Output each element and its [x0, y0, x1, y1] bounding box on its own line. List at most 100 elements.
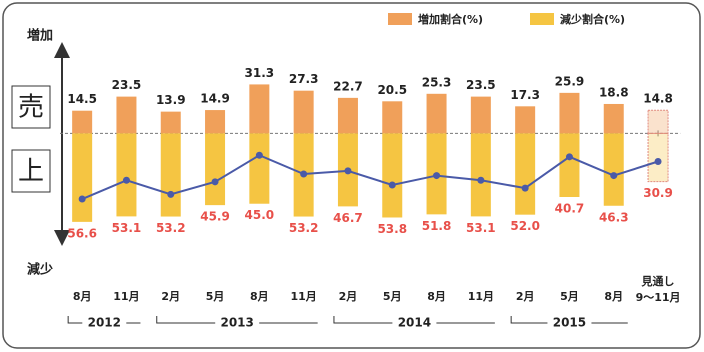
value-label: 27.3: [289, 72, 319, 86]
year-bracket: [510, 316, 628, 324]
bar: [249, 133, 270, 204]
line-point: [78, 195, 86, 203]
x-tick-label: 9～11月: [636, 291, 681, 304]
bar: [337, 97, 358, 134]
y-bottom-label: 減少: [27, 262, 53, 278]
x-tick-label: 11月: [113, 290, 139, 303]
value-label: 53.1: [112, 221, 142, 235]
line-point: [433, 172, 441, 180]
line-point: [344, 167, 352, 175]
bar: [382, 101, 403, 134]
line-point: [477, 176, 485, 184]
value-label: 31.3: [245, 66, 275, 80]
x-tick-label: 5月: [206, 290, 225, 303]
bar: [160, 133, 181, 217]
line-point: [122, 176, 130, 184]
value-label: 45.9: [200, 210, 230, 224]
bar: [647, 132, 669, 183]
bar: [205, 133, 226, 206]
value-label: 52.0: [510, 219, 540, 233]
bar: [382, 133, 403, 218]
year-bracket: [333, 316, 495, 324]
value-label: 53.8: [377, 222, 407, 236]
title-box: [11, 85, 51, 129]
legend-swatch: [388, 13, 412, 25]
value-label: 56.6: [67, 226, 97, 240]
value-label: 13.9: [156, 93, 186, 107]
value-label: 22.7: [333, 79, 363, 93]
title-box: [11, 149, 51, 193]
line-point: [211, 178, 219, 186]
y-title: 売: [18, 93, 44, 123]
bar: [647, 109, 669, 134]
value-label: 53.2: [289, 221, 319, 235]
x-tick-label: 2月: [161, 290, 180, 303]
bar: [603, 133, 624, 206]
line-point: [300, 170, 308, 178]
line-point: [565, 153, 573, 161]
value-label: 20.5: [377, 83, 407, 97]
value-label: 53.1: [466, 221, 496, 235]
bar: [559, 133, 580, 198]
line: [81, 154, 659, 200]
x-tick-label: 5月: [383, 290, 402, 303]
legend-swatch: [530, 13, 554, 25]
bar: [603, 103, 624, 134]
value-label: 45.0: [245, 208, 275, 222]
y-title: 上: [18, 157, 44, 187]
bar: [293, 90, 314, 134]
year-label: 2012: [88, 316, 121, 330]
bar: [559, 92, 580, 134]
value-label: 30.9: [643, 186, 673, 200]
year-label: 2014: [398, 316, 431, 330]
x-tick-label: 5月: [560, 290, 579, 303]
value-label: 14.5: [67, 92, 97, 106]
bar: [515, 133, 536, 215]
bar: [470, 133, 491, 217]
x-tick-label: 2月: [516, 290, 535, 303]
x-tick-label: 8月: [604, 290, 623, 303]
line-point: [610, 172, 618, 180]
value-label: 46.7: [333, 211, 363, 225]
value-label: 23.5: [466, 78, 496, 92]
bar: [205, 110, 226, 134]
x-tick-label: 11月: [468, 290, 494, 303]
bar: [116, 133, 137, 217]
value-label: 40.7: [555, 202, 585, 216]
value-label: 53.2: [156, 221, 186, 235]
bar: [470, 96, 491, 134]
value-label: 51.8: [422, 219, 452, 233]
bar: [72, 133, 93, 222]
line-point: [255, 151, 263, 159]
x-tick-label: 11月: [290, 290, 316, 303]
x-tick-label: 8月: [427, 290, 446, 303]
x-tick-label: 8月: [73, 290, 92, 303]
line-point: [388, 181, 396, 189]
bar: [72, 110, 93, 134]
value-label: 25.3: [422, 75, 452, 89]
legend-label: 増加割合(%): [418, 12, 483, 26]
annotation: 見通し: [641, 275, 675, 288]
value-label: 18.8: [599, 85, 629, 99]
bar: [426, 93, 447, 134]
value-label: 14.8: [643, 92, 673, 106]
year-bracket: [156, 316, 318, 324]
bar: [515, 106, 536, 134]
bar: [116, 96, 137, 134]
y-top-label: 増加: [27, 28, 53, 44]
value-label: 25.9: [555, 74, 585, 88]
line-point: [167, 190, 175, 198]
bar: [160, 111, 181, 134]
year-label: 2015: [553, 316, 586, 330]
year-label: 2013: [220, 316, 253, 330]
line-point: [654, 158, 662, 166]
x-tick-label: 2月: [339, 290, 358, 303]
year-bracket: [67, 316, 141, 324]
value-label: 17.3: [510, 88, 540, 102]
legend-label: 減少割合(%): [560, 12, 625, 26]
value-label: 46.3: [599, 210, 629, 224]
value-label: 14.9: [200, 92, 230, 106]
x-tick-label: 8月: [250, 290, 269, 303]
line-point: [521, 184, 529, 192]
